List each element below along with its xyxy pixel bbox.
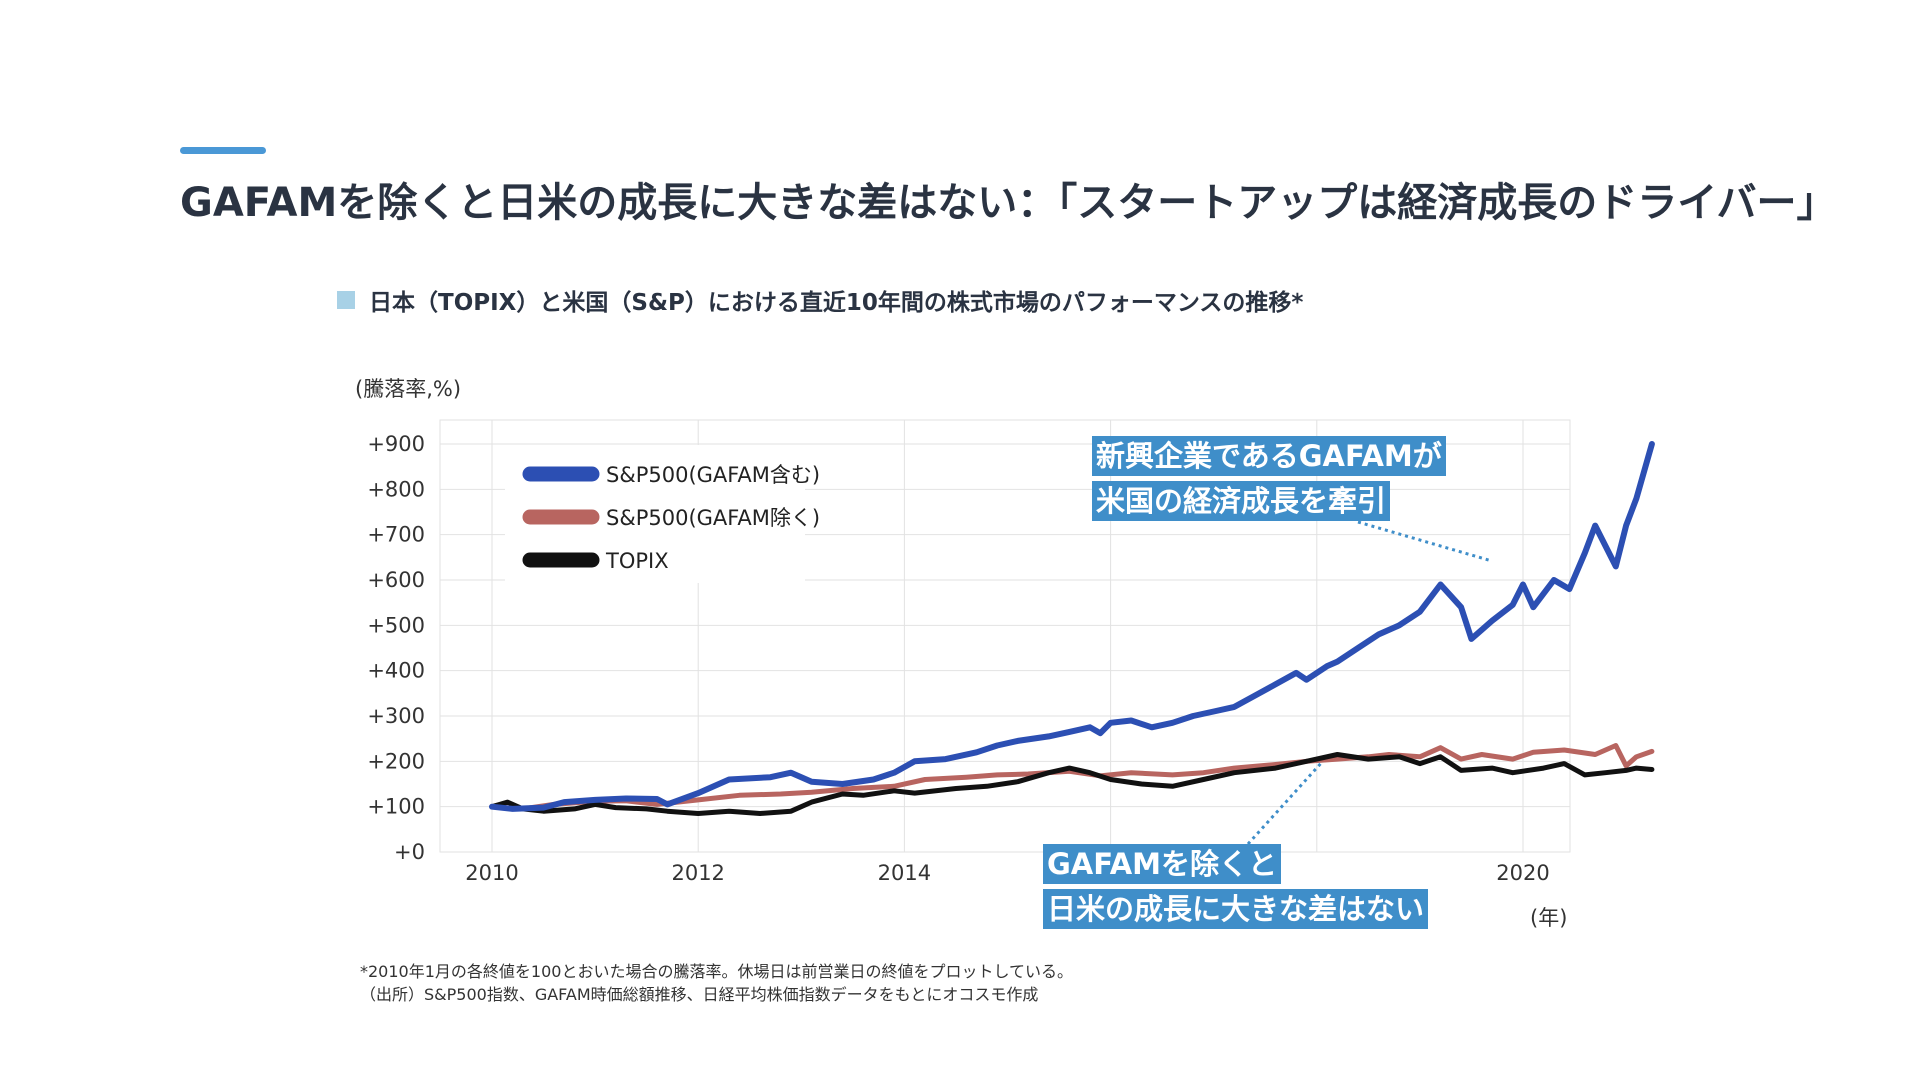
y-tick-label: +200 [367, 749, 425, 773]
x-tick-label: 2020 [1496, 861, 1549, 885]
legend-topix-label: TOPIX [605, 549, 669, 573]
y-tick-label: +500 [367, 613, 425, 637]
callout-top-line2: 米国の経済成長を牽引 [1092, 481, 1391, 521]
y-tick-label: +600 [367, 568, 425, 592]
footnote-source: （出所）S&P500指数、GAFAM時価総額推移、日経平均株価指数データをもとに… [360, 985, 1039, 1004]
slide-title: GAFAMを除くと日米の成長に大きな差はない：「スタートアップは経済成長のドライ… [180, 180, 1837, 226]
y-tick-label: +0 [394, 840, 425, 864]
footnote-note: *2010年1月の各終値を100とおいた場合の騰落率。休場日は前営業日の終値をプ… [360, 962, 1073, 981]
chart-subtitle: 日本（TOPIX）と米国（S&P）における直近10年間の株式市場のパフォーマンス… [337, 285, 1304, 316]
y-axis-unit-label: (騰落率,%) [355, 377, 462, 401]
y-tick-label: +900 [367, 432, 425, 456]
y-tick-label: +400 [367, 659, 425, 683]
x-tick-label: 2012 [671, 861, 724, 885]
x-tick-label: 2014 [878, 861, 931, 885]
callout-bottom-connector [1246, 759, 1325, 846]
legend-sp500-incl-label: S&P500(GAFAM含む) [606, 463, 820, 487]
y-tick-label: +800 [367, 477, 425, 501]
subtitle-marker [337, 291, 355, 309]
accent-bar [180, 147, 266, 154]
subtitle-text: 日本（TOPIX）と米国（S&P）における直近10年間の株式市場のパフォーマンス… [369, 290, 1304, 316]
x-tick-label: 2010 [465, 861, 518, 885]
callout-bottom-line1: GAFAMを除くと [1043, 844, 1282, 884]
y-tick-label: +300 [367, 704, 425, 728]
sp500-excl-gafam-line [489, 743, 1655, 812]
y-tick-label: +100 [367, 795, 425, 819]
y-tick-label: +700 [367, 523, 425, 547]
callout-top-connector [1357, 520, 1493, 563]
legend-sp500-excl-label: S&P500(GAFAM除く) [606, 506, 820, 530]
x-axis-unit-label: (年) [1530, 906, 1568, 930]
callout-top-line1: 新興企業であるGAFAMが [1092, 436, 1446, 476]
callout-bottom-line2: 日米の成長に大きな差はない [1043, 889, 1429, 929]
sp500-incl-gafam-line [489, 441, 1655, 812]
topix-line [489, 752, 1655, 816]
